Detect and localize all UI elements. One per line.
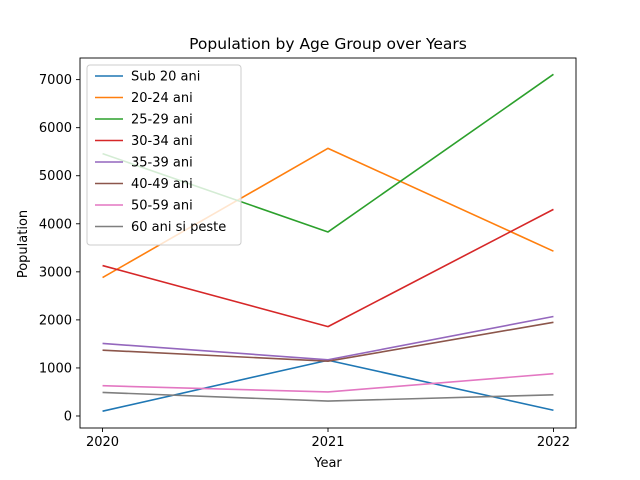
legend: Sub 20 ani 20-24 ani 25-29 ani 30-34 ani 35-… — [86, 64, 242, 246]
legend-entry-4: 35-39 ani — [131, 156, 193, 171]
y-tick-label-0: 0 — [64, 409, 72, 424]
chart-title: Population by Age Group over Years — [189, 35, 467, 53]
y-tick-label-5: 5000 — [39, 169, 72, 184]
y-tick-label-6: 6000 — [39, 121, 72, 136]
y-tick-label-7: 7000 — [39, 73, 72, 88]
legend-box — [86, 64, 242, 246]
legend-entry-2: 25-29 ani — [131, 113, 193, 128]
legend-entry-0: Sub 20 ani — [131, 70, 200, 85]
y-tick-label-3: 3000 — [39, 265, 72, 280]
legend-entry-6: 50-59 ani — [131, 199, 193, 214]
x-axis-label: Year — [313, 456, 342, 471]
y-tick-label-4: 4000 — [39, 217, 72, 232]
series-line-6 — [102, 372, 554, 393]
series-line-4 — [102, 315, 554, 361]
y-axis-label: Population — [16, 210, 31, 278]
series-line-3 — [102, 208, 554, 328]
y-tick-label-1: 1000 — [39, 361, 72, 376]
series-line-5 — [102, 321, 554, 363]
legend-entry-1: 20-24 ani — [131, 91, 193, 106]
legend-entry-3: 30-34 ani — [131, 134, 193, 149]
x-tick-label-2: 2022 — [537, 435, 570, 450]
legend-entry-7: 60 ani si peste — [131, 220, 226, 235]
series-line-7 — [102, 391, 554, 402]
y-tick-label-2: 2000 — [39, 313, 72, 328]
x-tick-label-1: 2021 — [311, 435, 344, 450]
legend-entry-5: 40-49 ani — [131, 177, 193, 192]
x-tick-label-0: 2020 — [86, 435, 119, 450]
